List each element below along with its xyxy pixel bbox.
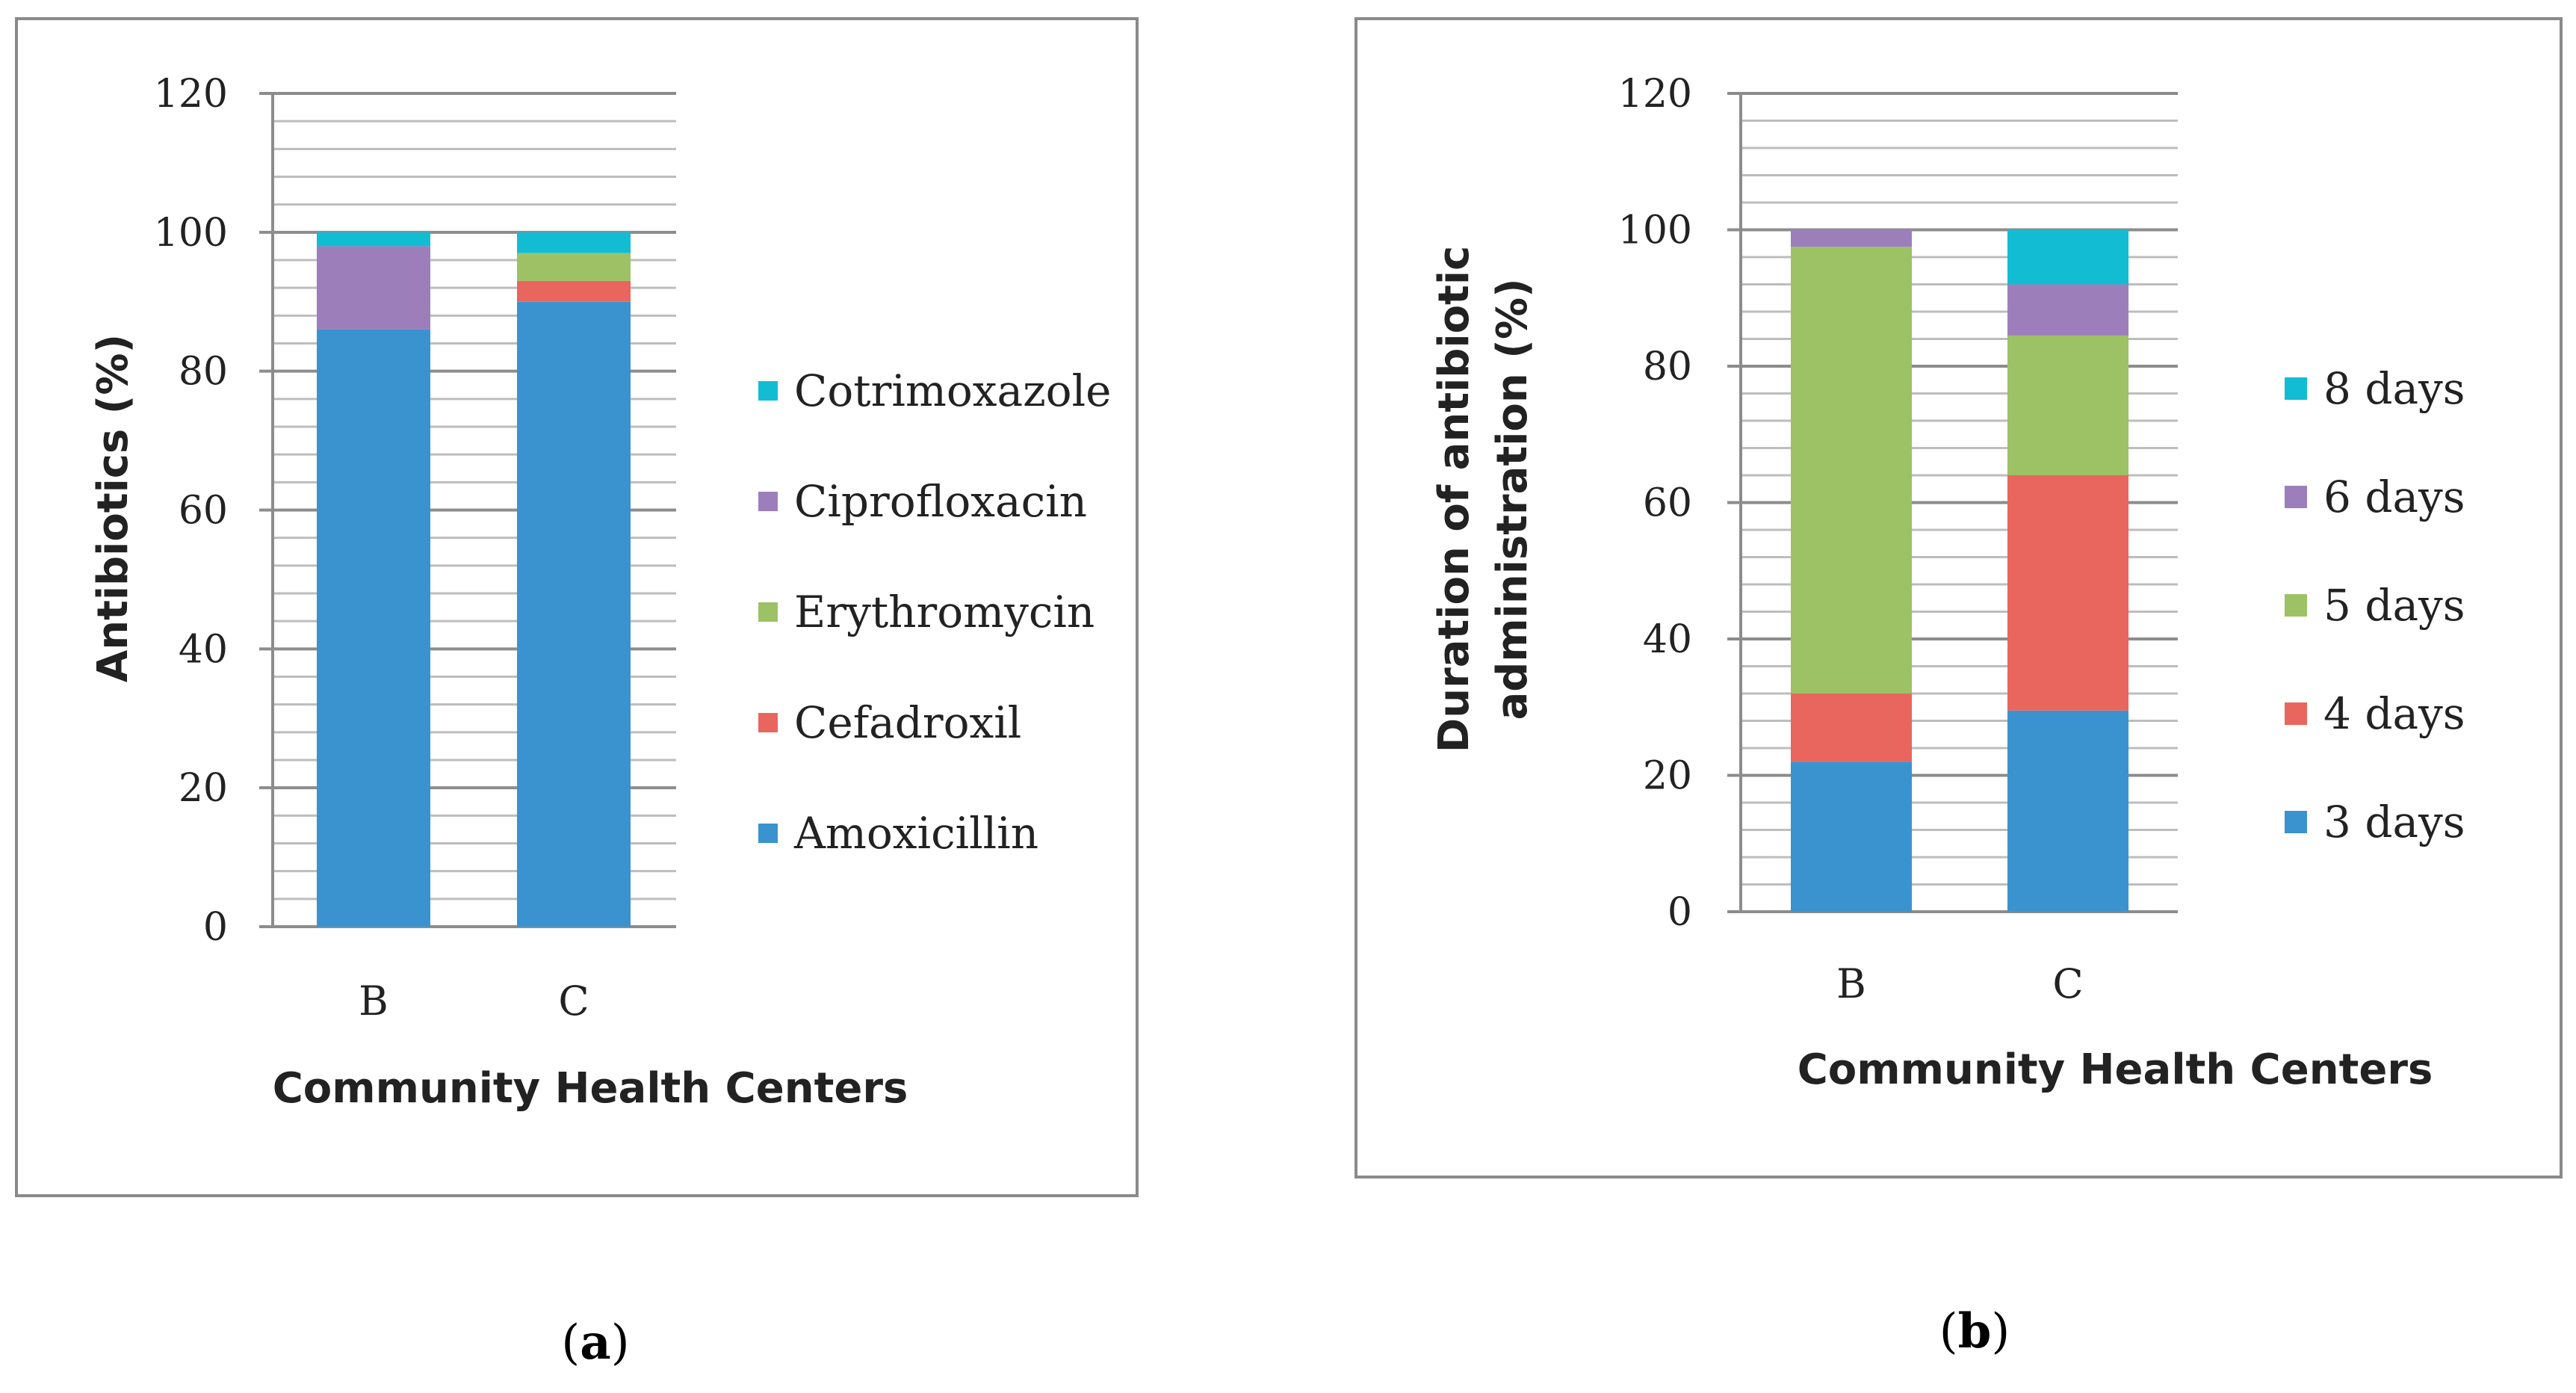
legend-swatch [2285, 702, 2307, 725]
bar-segment [2007, 229, 2128, 285]
y-tick-label: 40 [179, 627, 228, 672]
legend-label: Erythromycin [794, 587, 1095, 637]
y-tick-label: 40 [1643, 617, 1692, 662]
bar-segment [1791, 229, 1912, 247]
legend-swatch [758, 492, 778, 511]
bar-segment [517, 280, 631, 302]
bar-segment [1791, 694, 1912, 762]
y-axis-label-line: administration (%) [1488, 278, 1537, 720]
x-tick-label: C [2052, 960, 2083, 1007]
panel-label-b: (b) [1939, 1303, 2010, 1359]
legend-label: Ciprofloxacin [794, 476, 1087, 527]
x-axis-label: Community Health Centers [1798, 1045, 2433, 1094]
panel-label-a: (a) [561, 1315, 629, 1371]
panel-b-frame [1354, 17, 2563, 1179]
legend-swatch [2285, 377, 2307, 400]
x-tick-label: B [359, 977, 388, 1025]
legend-label: 8 days [2323, 363, 2465, 414]
legend-label: Cefadroxil [794, 697, 1021, 748]
bar-segment [317, 232, 430, 247]
y-tick-label: 0 [1668, 890, 1692, 935]
legend-swatch [2285, 811, 2307, 833]
y-axis-label: Antibiotics (%) [89, 334, 137, 682]
y-axis-label-line: Duration of antibiotic [1430, 246, 1479, 753]
bar-segment [517, 232, 631, 253]
y-tick-label: 120 [154, 72, 228, 117]
chart-b: 0 20 40 60 80 100 120 B C Community Health Center… [1430, 72, 2465, 1094]
y-tick-label: 60 [179, 489, 228, 534]
bar-segment [1791, 247, 1912, 694]
bar-segment [1791, 762, 1912, 912]
x-tick-label: B [1836, 960, 1866, 1007]
bar-segment [2007, 284, 2128, 336]
bar-segment [2007, 335, 2128, 475]
legend-swatch [758, 602, 778, 622]
y-tick-label: 100 [1618, 209, 1692, 253]
bar-segment [517, 301, 631, 927]
y-tick-label: 20 [1643, 754, 1692, 799]
panel-a-frame [15, 17, 1139, 1197]
legend-swatch [758, 824, 778, 843]
chart-a: 0 20 40 60 80 100 120 B C Community Health Center… [89, 72, 1111, 1113]
legend-label: 6 days [2323, 472, 2465, 522]
legend-label: 3 days [2323, 797, 2465, 847]
bar-segment [317, 329, 430, 927]
y-tick-label: 120 [1618, 72, 1692, 117]
y-tick-label: 80 [1643, 345, 1692, 389]
y-tick-label: 60 [1643, 481, 1692, 526]
legend-label: Amoxicillin [793, 808, 1038, 859]
legend-swatch [2285, 486, 2307, 508]
y-tick-label: 0 [203, 905, 228, 950]
bar-segment [2007, 710, 2128, 912]
bar-segment [317, 246, 430, 330]
legend-label: 5 days [2323, 580, 2465, 631]
bar-segment [2007, 475, 2128, 711]
legend-swatch [758, 381, 778, 401]
legend-label: 4 days [2323, 688, 2465, 739]
legend-label: Cotrimoxazole [794, 365, 1111, 416]
x-tick-label: C [558, 977, 589, 1025]
bar-segment [517, 253, 631, 281]
legend-swatch [758, 713, 778, 732]
legend-swatch [2285, 594, 2307, 617]
x-axis-label: Community Health Centers [273, 1064, 908, 1113]
y-tick-label: 80 [179, 350, 228, 395]
y-tick-label: 100 [154, 211, 228, 256]
y-tick-label: 20 [179, 766, 228, 811]
